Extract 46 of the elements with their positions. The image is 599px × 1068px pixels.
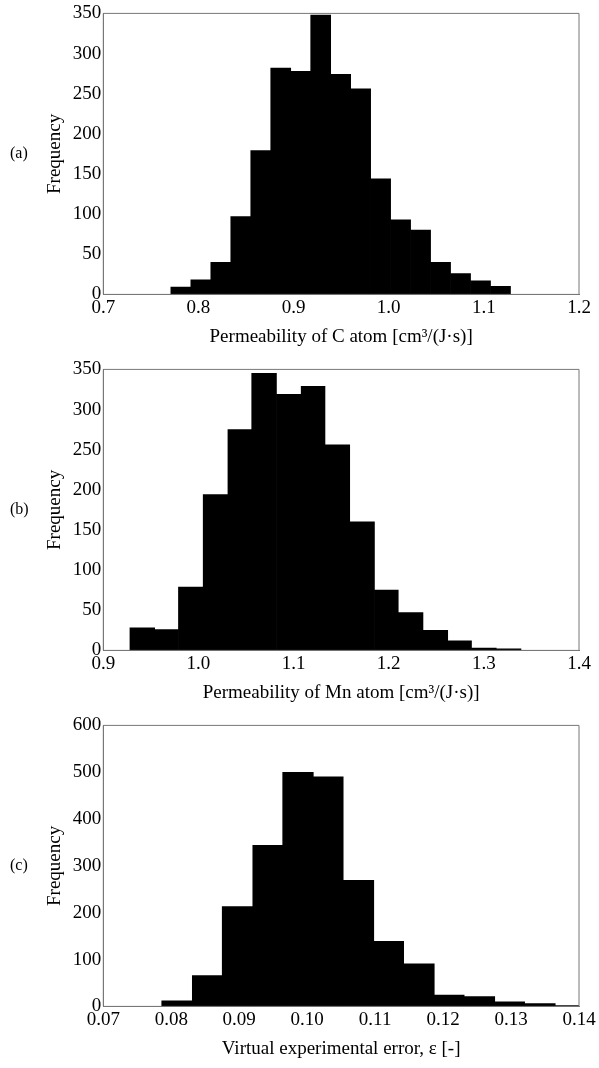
y-tick-label: 200 — [72, 121, 102, 143]
y-tick-label: 150 — [72, 517, 102, 539]
x-axis-title: Permeability of C atom [cm³/(J·s)] — [209, 324, 473, 347]
x-tick-label: 0.10 — [290, 1007, 324, 1029]
y-tick-label: 100 — [72, 947, 102, 969]
text: (c) — [10, 856, 28, 875]
y-axis-title: Frequency — [43, 469, 65, 550]
x-tick-label: 1.0 — [376, 295, 401, 317]
y-tick-label: 400 — [72, 807, 102, 829]
y-tick-label: 50 — [82, 598, 102, 620]
x-tick-label: 0.9 — [281, 295, 306, 317]
y-tick-label: 250 — [72, 81, 102, 103]
y-tick-label: 100 — [72, 202, 102, 224]
x-tick-label: 0.8 — [186, 295, 211, 317]
y-tick-label: 350 — [72, 1, 102, 23]
x-tick-label: 1.2 — [376, 651, 401, 673]
y-tick-label: 200 — [72, 900, 102, 922]
y-tick-label: 600 — [72, 713, 102, 735]
y-tick-label: 150 — [72, 161, 102, 183]
y-tick-label: 250 — [72, 437, 102, 459]
y-tick-label: 500 — [72, 760, 102, 782]
y-tick-label: 350 — [72, 357, 102, 379]
text: (a) — [10, 144, 28, 163]
x-tick-label: 0.13 — [494, 1007, 528, 1029]
y-tick-label: 300 — [72, 41, 102, 63]
x-tick-label: 1.1 — [471, 295, 496, 317]
x-tick-label: 1.2 — [567, 295, 591, 317]
x-tick-label: 0.11 — [358, 1007, 392, 1029]
y-axis-title: Frequency — [43, 113, 65, 194]
x-tick-label: 1.4 — [567, 651, 592, 673]
x-tick-label: 0.12 — [426, 1007, 460, 1029]
x-tick-label: 1.1 — [281, 651, 306, 673]
x-tick-label: 1.3 — [471, 651, 496, 673]
y-tick-label: 100 — [72, 558, 102, 580]
y-tick-label: 50 — [82, 242, 102, 264]
y-tick-label: 300 — [72, 397, 102, 419]
x-tick-label: 0.14 — [562, 1007, 597, 1029]
x-tick-label: 0.08 — [154, 1007, 188, 1029]
x-tick-label: 1.0 — [186, 651, 211, 673]
y-tick-label: 200 — [72, 477, 102, 499]
x-tick-label: 0.09 — [222, 1007, 256, 1029]
x-axis-title: Permeability of Mn atom [cm³/(J·s)] — [202, 680, 480, 703]
text: (b) — [10, 500, 29, 519]
y-tick-label: 300 — [72, 853, 102, 875]
x-axis-title: Virtual experimental error, ε [-] — [221, 1036, 461, 1058]
y-axis-title: Frequency — [43, 825, 65, 906]
